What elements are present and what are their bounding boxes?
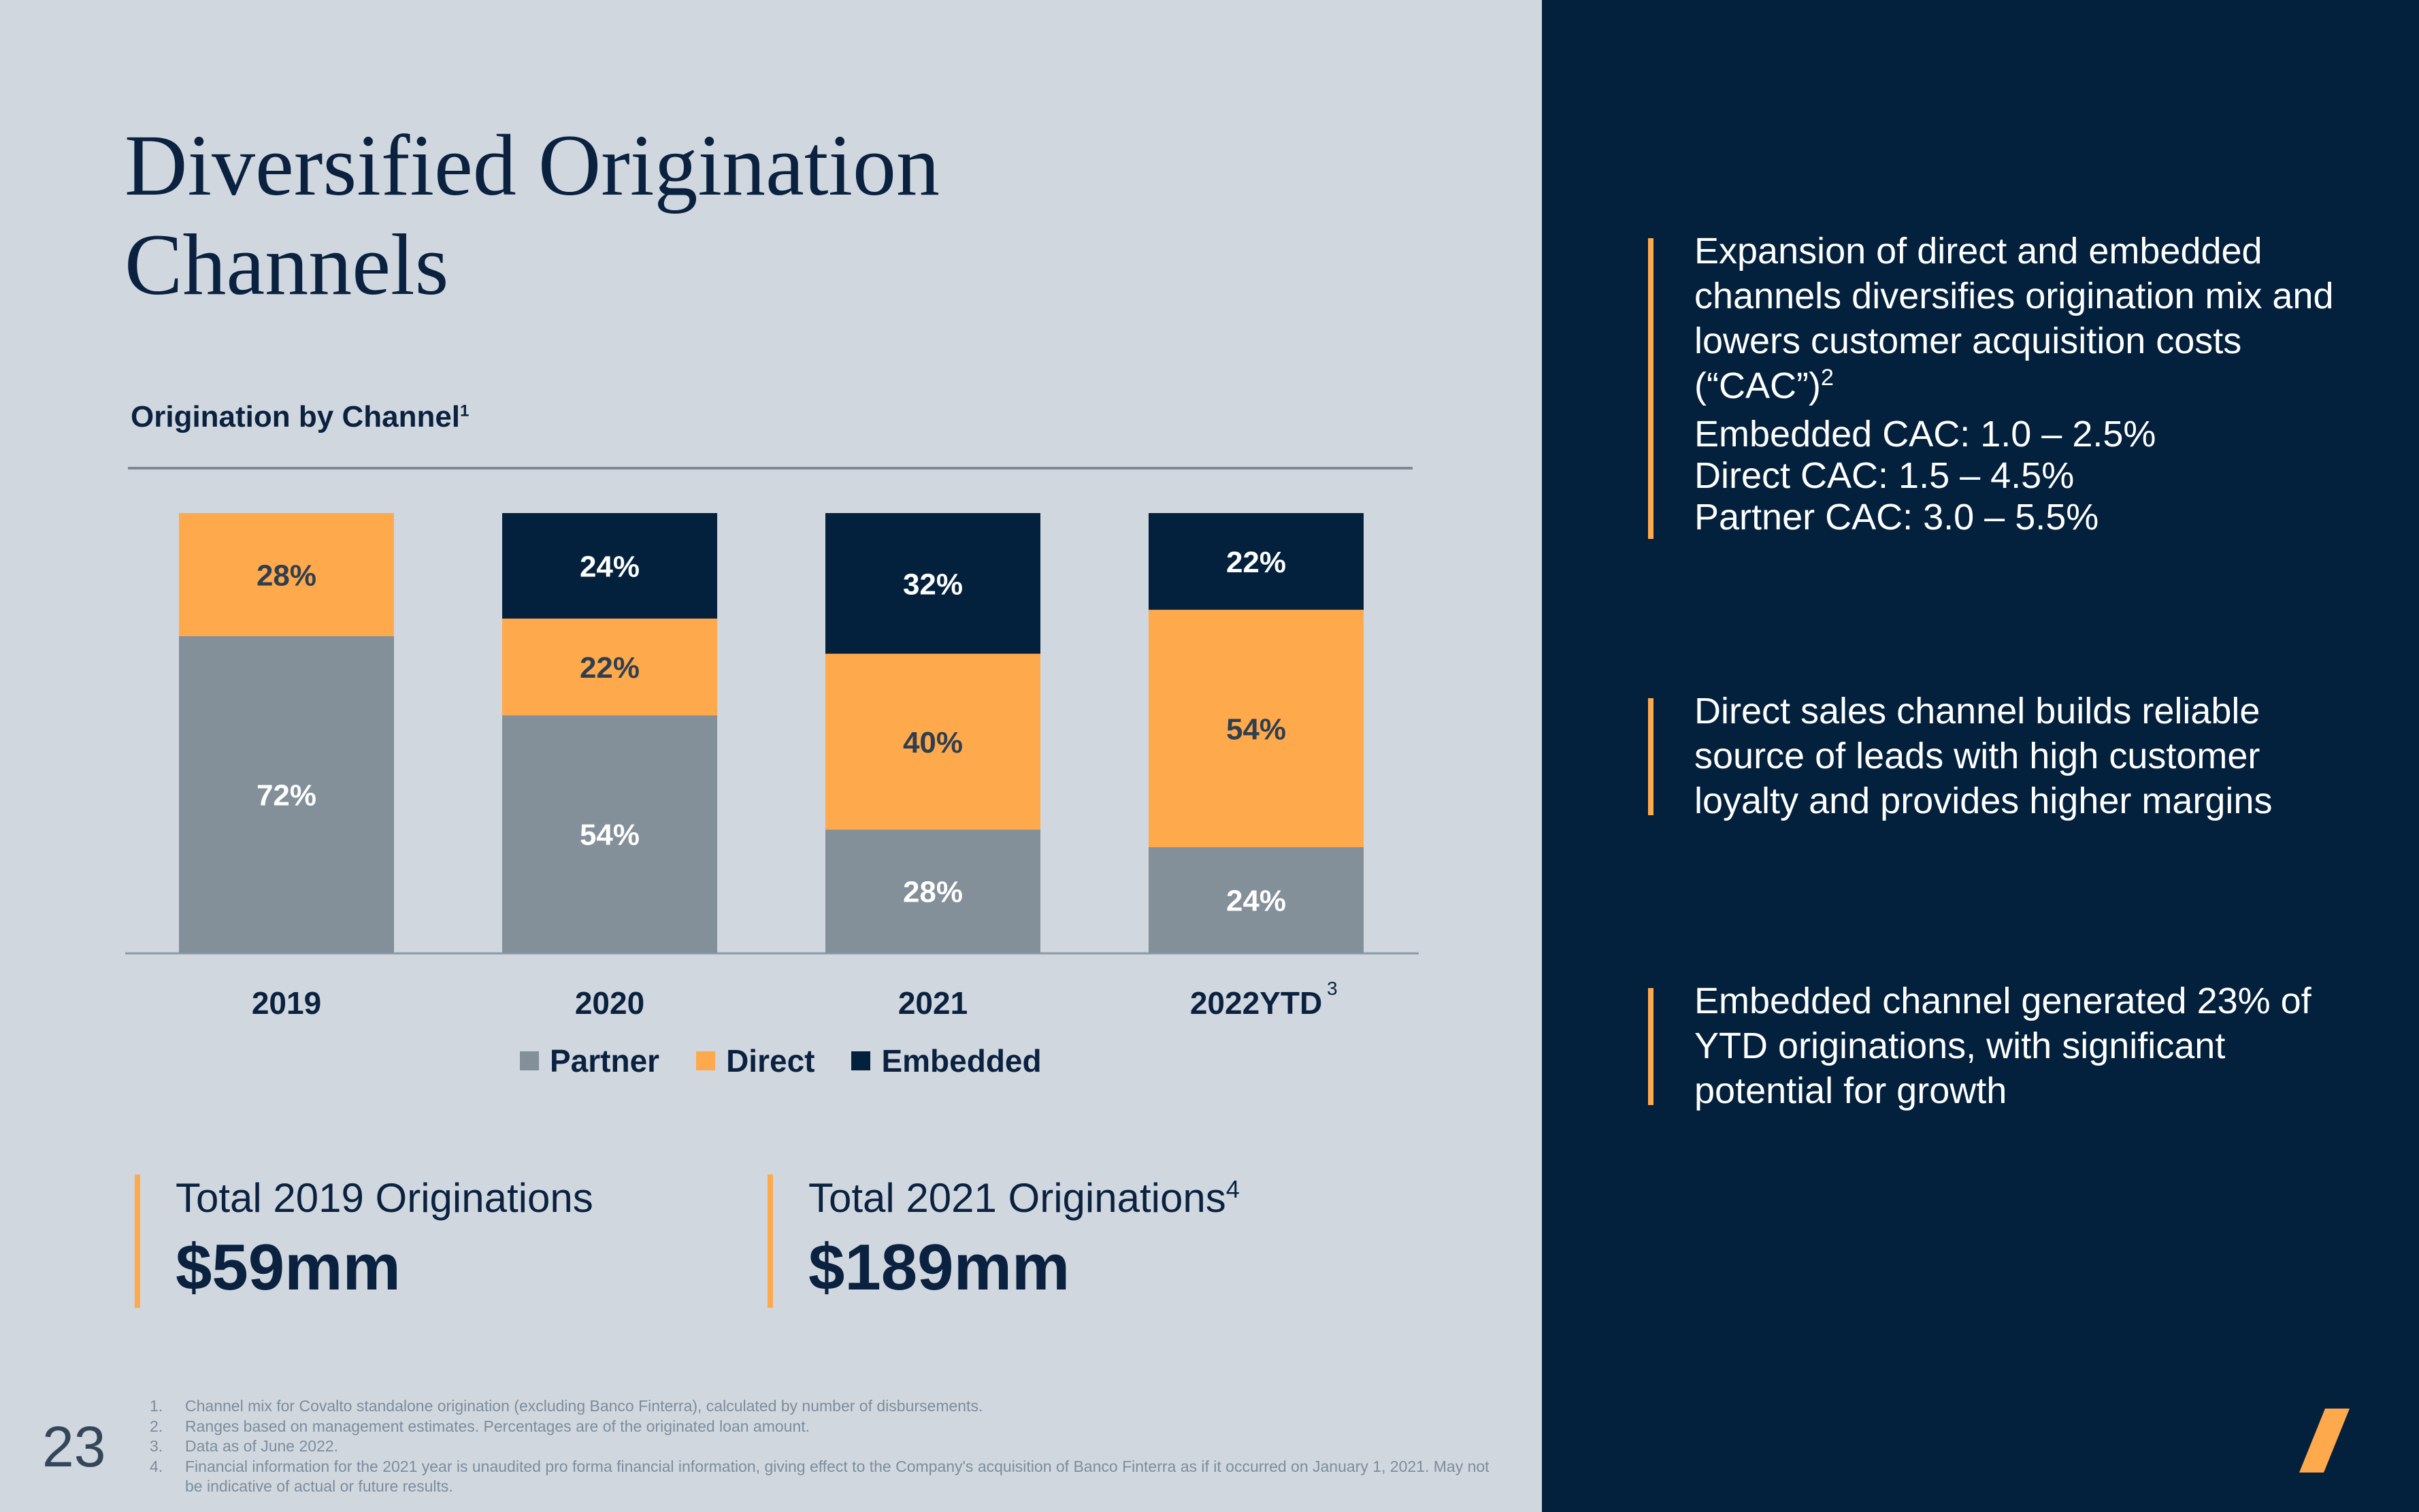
chart-heading: Origination by Channel1 xyxy=(131,400,469,434)
legend-label-partner: Partner xyxy=(550,1043,660,1079)
bar-2020-direct xyxy=(502,619,717,716)
x-tick-footnote-2022ytd: 3 xyxy=(1327,978,1338,999)
bar-2020-embedded xyxy=(502,513,717,619)
title-line-2: Channels xyxy=(125,216,449,313)
bar-2019-direct xyxy=(179,513,394,636)
cac-direct: Direct CAC: 1.5 – 4.5% xyxy=(1694,455,2075,496)
data-label-2019-direct: 28% xyxy=(257,559,316,592)
point-footnote: 2 xyxy=(1820,365,1834,391)
x-tick-label-2021: 2021 xyxy=(898,985,968,1021)
data-label-2022ytd-direct: 54% xyxy=(1226,713,1286,746)
data-label-2021-partner: 28% xyxy=(903,876,963,909)
stat-accent-bar xyxy=(768,1174,773,1308)
bar-2021-embedded xyxy=(825,513,1040,654)
bar-2022ytd-partner xyxy=(1149,847,1364,953)
bar-2019-partner xyxy=(179,636,394,953)
footnote-1: 1. Channel mix for Covalto standalone ori… xyxy=(150,1397,983,1415)
x-tick-label-2022ytd: 2022YTD xyxy=(1190,985,1322,1021)
data-label-2022ytd-partner: 24% xyxy=(1226,884,1286,917)
point-accent-bar xyxy=(1648,988,1653,1105)
page-number: 23 xyxy=(42,1415,106,1479)
data-label-2020-partner: 54% xyxy=(580,819,640,852)
legend-swatch-embedded xyxy=(851,1051,871,1070)
point-text: Expansion of direct and embedded channel… xyxy=(1694,231,2334,538)
footnotes: 1. Channel mix for Covalto standalone ori… xyxy=(150,1396,1511,1497)
stat-value: $189mm xyxy=(808,1231,1070,1304)
stat-label: Total 2019 Originations xyxy=(176,1175,593,1221)
footnote-3: 3. Data as of June 2022. xyxy=(150,1437,339,1455)
legend-label-embedded: Embedded xyxy=(881,1043,1042,1079)
bar-2021-direct xyxy=(825,653,1040,830)
bar-2022ytd-embedded xyxy=(1149,513,1364,610)
cac-partner: Partner CAC: 3.0 – 5.5% xyxy=(1694,497,2099,538)
chart-legend: Partner Direct Embedded xyxy=(520,1042,1079,1079)
footnote-2: 2. Ranges based on management estimates. … xyxy=(150,1417,810,1435)
legend-item-partner: Partner xyxy=(520,1042,659,1079)
x-tick-label-2020: 2020 xyxy=(575,985,644,1021)
stat-footnote: 4 xyxy=(1225,1175,1240,1203)
point-text: Direct sales channel builds reliable sou… xyxy=(1694,691,2273,821)
chart-heading-text: Origination by Channel xyxy=(131,400,461,433)
legend-item-direct: Direct xyxy=(696,1042,814,1079)
bar-2022ytd-direct xyxy=(1149,610,1364,847)
bar-2020-partner xyxy=(502,715,717,953)
point-accent-bar xyxy=(1648,238,1653,539)
data-label-2021-direct: 40% xyxy=(903,726,963,759)
data-label-2019-partner: 72% xyxy=(257,778,316,812)
chart-heading-footnote: 1 xyxy=(460,401,470,421)
legend-label-direct: Direct xyxy=(726,1043,815,1079)
point-accent-bar xyxy=(1648,698,1653,815)
title-line-1: Diversified Origination xyxy=(125,117,940,214)
legend-swatch-partner xyxy=(520,1051,539,1070)
page-title: Diversified Origination Channels xyxy=(125,116,940,314)
stat-accent-bar xyxy=(135,1174,140,1308)
data-label-2020-direct: 22% xyxy=(580,651,640,685)
point-text: Embedded channel generated 23% of YTD or… xyxy=(1694,981,2311,1111)
data-label-2021-embedded: 32% xyxy=(903,568,963,601)
footnote-4: 4. Financial information for the 2021 yea… xyxy=(150,1457,1490,1496)
x-tick-label-2019: 2019 xyxy=(252,985,321,1021)
data-label-2020-embedded: 24% xyxy=(580,550,640,584)
data-label-2022ytd-embedded: 22% xyxy=(1226,546,1286,579)
stat-value: $59mm xyxy=(176,1231,401,1304)
origination-chart: 72% 28% 2019 54% 22% 24% 2020 28% 40% 32% 2021 24% 5… xyxy=(125,513,1419,1021)
stat-label: Total 2021 Originations4 xyxy=(808,1175,1240,1221)
bar-2021-partner xyxy=(825,829,1040,953)
legend-swatch-direct xyxy=(696,1051,716,1070)
cac-embedded: Embedded CAC: 1.0 – 2.5% xyxy=(1694,414,2156,455)
right-panel xyxy=(1542,0,2419,1512)
chart-top-rule xyxy=(128,467,1413,470)
legend-item-embedded: Embedded xyxy=(851,1042,1042,1079)
